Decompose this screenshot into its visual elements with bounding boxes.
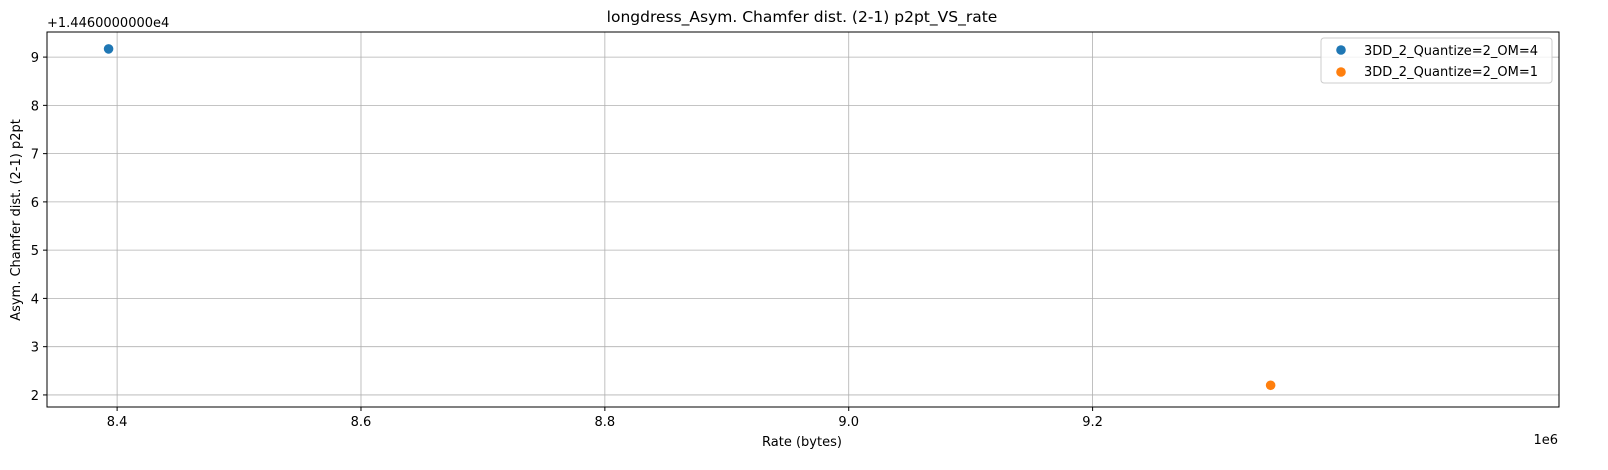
data-point-series-2 [1265,380,1276,391]
legend-marker-series-2 [1336,67,1346,77]
y-tick-label: 5 [31,244,39,259]
x-tick-label: 9.2 [1082,415,1103,430]
y-axis-ticks: 2 3 4 5 6 7 8 9 [31,51,47,404]
x-tick-label: 8.4 [107,415,128,430]
data-point-series-1 [103,44,114,54]
y-tick-label: 7 [31,148,39,163]
y-offset-label: +1.4460000000e4 [47,16,169,31]
legend-box [1320,37,1553,84]
plot-frame [46,31,1560,408]
y-tick-label: 2 [31,389,39,404]
x-tick-label: 8.6 [351,415,372,430]
grid [47,32,1559,407]
legend-marker-series-1 [1336,45,1346,55]
x-axis-ticks: 8.4 8.6 8.8 9.0 9.2 [107,407,1103,430]
legend: 3DD_2_Quantize=2_OM=4 3DD_2_Quantize=2_O… [1320,37,1553,84]
data-points [103,44,1276,391]
x-axis-title: Rate (bytes) [762,435,842,450]
legend-label-series-2: 3DD_2_Quantize=2_OM=1 [1364,65,1538,80]
y-tick-label: 4 [31,292,39,307]
y-tick-label: 6 [31,196,39,211]
x-offset-label: 1e6 [1533,433,1558,448]
chart-title: longdress_Asym. Chamfer dist. (2-1) p2pt… [607,8,998,27]
y-axis-title: Asym. Chamfer dist. (2-1) p2pt [9,119,24,321]
y-tick-label: 9 [31,51,39,66]
y-tick-label: 8 [31,99,39,114]
x-tick-label: 9.0 [838,415,859,430]
legend-label-series-1: 3DD_2_Quantize=2_OM=4 [1364,44,1538,59]
y-tick-label: 3 [31,341,39,356]
x-tick-label: 8.8 [595,415,616,430]
